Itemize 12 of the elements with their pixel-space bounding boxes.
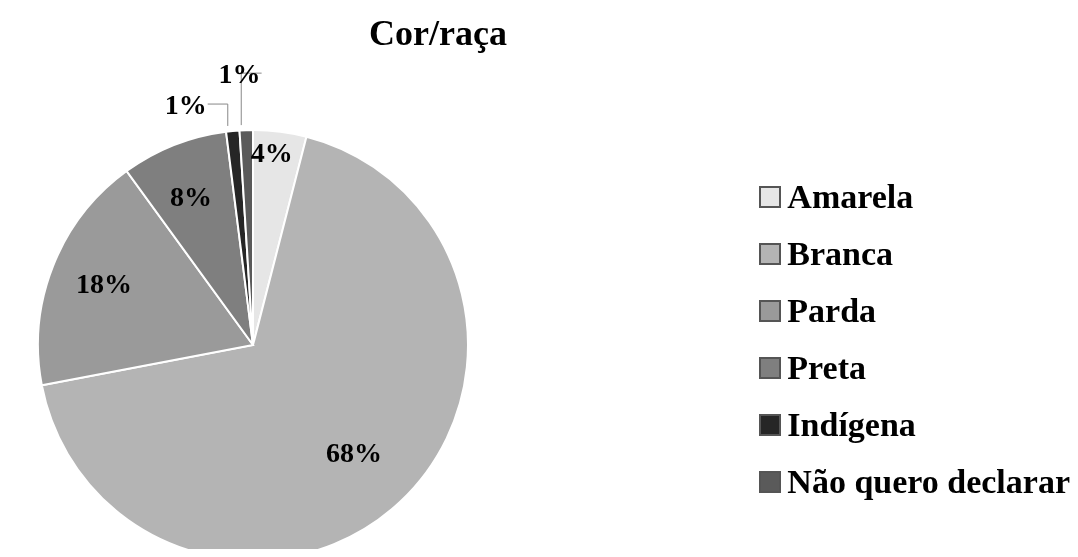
data-label: 1% xyxy=(218,57,261,89)
data-label: 1% xyxy=(164,88,207,120)
legend-label: Amarela xyxy=(787,177,914,216)
data-label: 8% xyxy=(170,180,213,212)
legend-label: Branca xyxy=(787,234,894,273)
legend-label: Não quero declarar xyxy=(787,462,1070,501)
data-label: 18% xyxy=(76,267,133,299)
data-label: 68% xyxy=(325,437,382,469)
legend-label: Preta xyxy=(787,348,866,387)
legend-label: Indígena xyxy=(787,405,916,444)
legend-label: Parda xyxy=(787,291,877,330)
chart-title: Cor/raça xyxy=(368,12,508,54)
